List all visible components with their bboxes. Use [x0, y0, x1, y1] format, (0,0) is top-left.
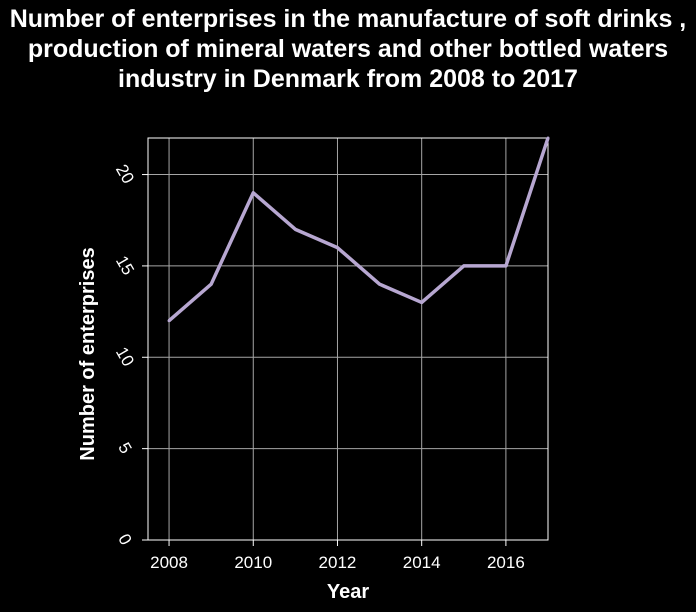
- data-point: [504, 264, 508, 268]
- data-point: [293, 227, 297, 231]
- y-tick-label: 10: [112, 344, 138, 370]
- data-point: [167, 319, 171, 323]
- y-axis-label: Number of enterprises: [77, 247, 99, 460]
- data-point: [420, 300, 424, 304]
- data-point: [209, 282, 213, 286]
- series-line: [167, 137, 550, 323]
- x-tick-label: 2016: [487, 553, 525, 572]
- y-axis-ticks: 0 5 10 15 20: [112, 161, 148, 548]
- data-point: [378, 282, 382, 286]
- data-point: [251, 191, 255, 195]
- data-point: [462, 264, 466, 268]
- x-tick-label: 2010: [234, 553, 272, 572]
- series-lines: [167, 136, 550, 323]
- x-tick-label: 2014: [403, 553, 441, 572]
- x-tick-label: 2008: [150, 553, 188, 572]
- y-tick-label: 0: [114, 531, 135, 549]
- grid-lines: [148, 138, 548, 541]
- x-axis-label: Year: [327, 581, 369, 603]
- x-tick-label: 2012: [319, 553, 357, 572]
- y-tick-label: 15: [112, 252, 138, 278]
- data-point: [335, 246, 339, 250]
- data-point: [546, 136, 550, 140]
- y-tick-label: 20: [112, 161, 138, 187]
- chart-title: Number of enterprises in the manufacture…: [9, 5, 687, 93]
- x-axis-ticks: 2008 2010 2012 2014 2016: [150, 540, 525, 572]
- y-tick-label: 5: [114, 439, 135, 457]
- plot-area: [147, 137, 549, 541]
